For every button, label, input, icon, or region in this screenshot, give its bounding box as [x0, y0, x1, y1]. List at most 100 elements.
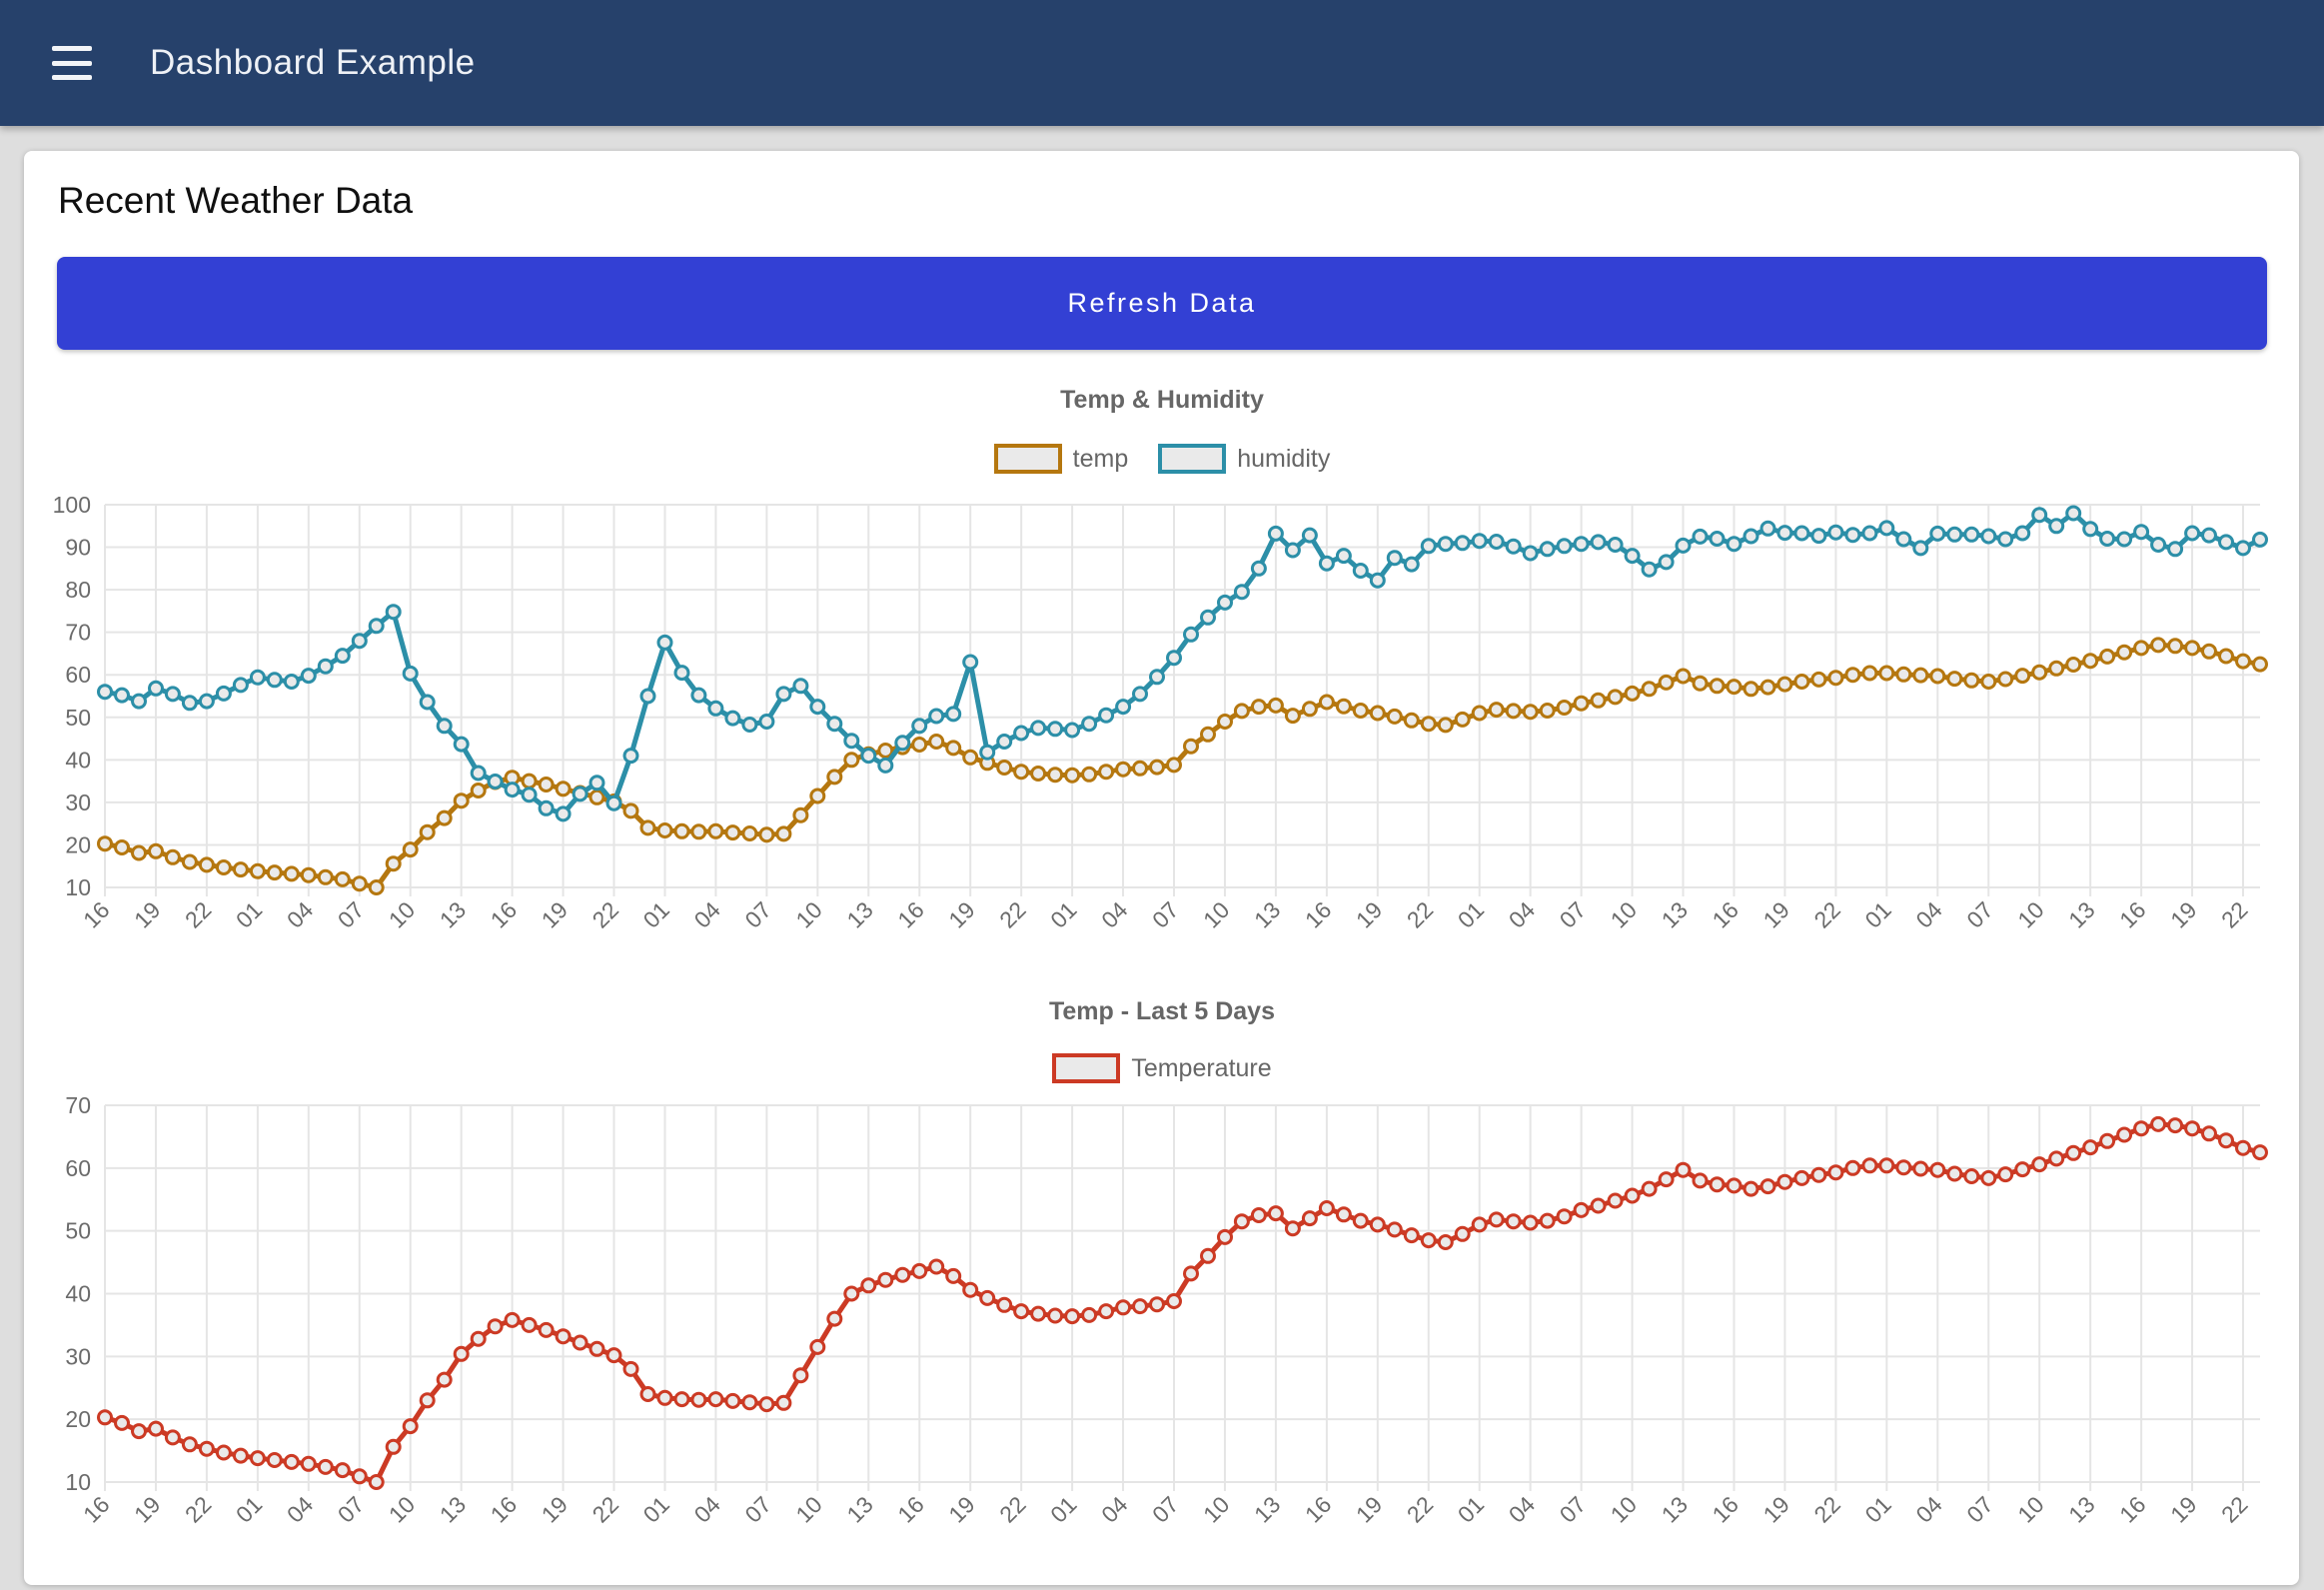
svg-text:22: 22 [1808, 896, 1844, 932]
svg-text:30: 30 [65, 790, 91, 815]
svg-text:04: 04 [1504, 1491, 1541, 1528]
hamburger-menu-icon[interactable] [52, 46, 92, 80]
temp-humidity-chart[interactable]: 100 90 80 70 60 50 40 30 20 10 16 19 22 01 04 07 10 13 16 1… [0, 480, 2324, 979]
svg-text:10: 10 [1606, 896, 1642, 932]
svg-text:10: 10 [790, 1491, 826, 1527]
svg-text:04: 04 [1096, 1491, 1133, 1528]
svg-text:30: 30 [65, 1343, 91, 1369]
svg-text:16: 16 [486, 1491, 522, 1527]
svg-text:16: 16 [1300, 896, 1336, 932]
svg-text:60: 60 [65, 1155, 91, 1181]
svg-text:19: 19 [1351, 1491, 1387, 1527]
svg-text:40: 40 [65, 747, 91, 773]
svg-text:19: 19 [129, 1491, 165, 1527]
svg-text:60: 60 [65, 662, 91, 688]
svg-text:07: 07 [1147, 896, 1183, 932]
svg-text:50: 50 [65, 705, 91, 731]
svg-text:22: 22 [587, 896, 623, 932]
legend-item-temp[interactable]: temp [993, 444, 1129, 474]
svg-text:13: 13 [435, 896, 471, 932]
svg-text:07: 07 [333, 1491, 369, 1527]
svg-text:01: 01 [1453, 896, 1489, 932]
svg-text:22: 22 [587, 1491, 623, 1527]
svg-text:19: 19 [1757, 896, 1793, 932]
temp-last-5-days-chart[interactable]: 70 60 50 40 30 20 10 16 19 22 01 04 07 10 13 16 19 22 01 04… [0, 1084, 2324, 1585]
svg-text:19: 19 [537, 896, 573, 932]
svg-text:16: 16 [2114, 896, 2150, 932]
chart1-legend: temp humidity [0, 444, 2324, 474]
svg-text:22: 22 [2216, 1491, 2252, 1527]
legend-swatch-humidity [1158, 444, 1227, 474]
svg-text:07: 07 [1555, 1491, 1591, 1527]
svg-text:13: 13 [2063, 1491, 2099, 1527]
svg-text:07: 07 [1147, 1491, 1183, 1527]
svg-text:13: 13 [435, 1491, 471, 1527]
svg-text:16: 16 [2114, 1491, 2150, 1527]
legend-item-humidity[interactable]: humidity [1158, 444, 1330, 474]
legend-label-humidity: humidity [1237, 444, 1331, 473]
svg-text:13: 13 [1249, 896, 1285, 932]
svg-text:07: 07 [1961, 896, 1997, 932]
svg-text:01: 01 [1453, 1491, 1489, 1527]
legend-swatch-temp [993, 444, 1062, 474]
svg-text:10: 10 [65, 1469, 91, 1495]
svg-text:07: 07 [739, 896, 775, 932]
legend-item-temperature[interactable]: Temperature [1052, 1053, 1272, 1083]
svg-text:22: 22 [994, 1491, 1030, 1527]
svg-text:16: 16 [1300, 1491, 1336, 1527]
svg-text:16: 16 [892, 1491, 928, 1527]
svg-text:16: 16 [1708, 1491, 1743, 1527]
legend-label-temp: temp [1072, 444, 1129, 473]
svg-text:07: 07 [1961, 1491, 1997, 1527]
svg-text:13: 13 [1657, 896, 1693, 932]
svg-text:80: 80 [65, 577, 91, 603]
svg-text:13: 13 [1657, 1491, 1693, 1527]
svg-text:10: 10 [1198, 1491, 1234, 1527]
refresh-data-button[interactable]: Refresh Data [57, 257, 2267, 350]
svg-text:10: 10 [384, 1491, 420, 1527]
svg-text:10: 10 [2012, 1491, 2048, 1527]
svg-text:19: 19 [2165, 896, 2201, 932]
svg-text:19: 19 [129, 896, 165, 932]
svg-text:70: 70 [65, 620, 91, 646]
svg-text:10: 10 [1198, 896, 1234, 932]
svg-text:19: 19 [1757, 1491, 1793, 1527]
svg-text:13: 13 [1249, 1491, 1285, 1527]
svg-text:16: 16 [78, 1491, 114, 1527]
svg-text:01: 01 [1859, 1491, 1895, 1527]
svg-text:22: 22 [180, 896, 216, 932]
svg-text:20: 20 [65, 1406, 91, 1432]
svg-text:04: 04 [688, 896, 725, 933]
svg-text:70: 70 [65, 1092, 91, 1118]
svg-text:01: 01 [231, 1491, 267, 1527]
svg-text:01: 01 [231, 896, 267, 932]
app-title: Dashboard Example [150, 43, 476, 82]
svg-text:01: 01 [638, 1491, 674, 1527]
svg-text:04: 04 [282, 896, 319, 933]
svg-text:19: 19 [943, 896, 979, 932]
svg-text:20: 20 [65, 831, 91, 857]
svg-text:04: 04 [282, 1491, 319, 1528]
svg-text:07: 07 [739, 1491, 775, 1527]
svg-text:04: 04 [1504, 896, 1541, 933]
svg-text:10: 10 [65, 874, 91, 900]
svg-text:13: 13 [841, 1491, 877, 1527]
svg-text:22: 22 [180, 1491, 216, 1527]
svg-text:04: 04 [688, 1491, 725, 1528]
svg-text:22: 22 [1808, 1491, 1844, 1527]
svg-text:19: 19 [1351, 896, 1387, 932]
svg-text:13: 13 [841, 896, 877, 932]
svg-text:16: 16 [486, 896, 522, 932]
svg-text:22: 22 [994, 896, 1030, 932]
svg-text:01: 01 [638, 896, 674, 932]
svg-text:22: 22 [1402, 1491, 1438, 1527]
svg-text:40: 40 [65, 1281, 91, 1307]
chart1-title: Temp & Humidity [1060, 386, 1264, 414]
svg-text:22: 22 [2216, 896, 2252, 932]
svg-text:01: 01 [1859, 896, 1895, 932]
app-header: Dashboard Example [0, 0, 2324, 126]
svg-text:04: 04 [1096, 896, 1133, 933]
svg-text:19: 19 [2165, 1491, 2201, 1527]
svg-text:19: 19 [943, 1491, 979, 1527]
svg-text:16: 16 [1708, 896, 1743, 932]
